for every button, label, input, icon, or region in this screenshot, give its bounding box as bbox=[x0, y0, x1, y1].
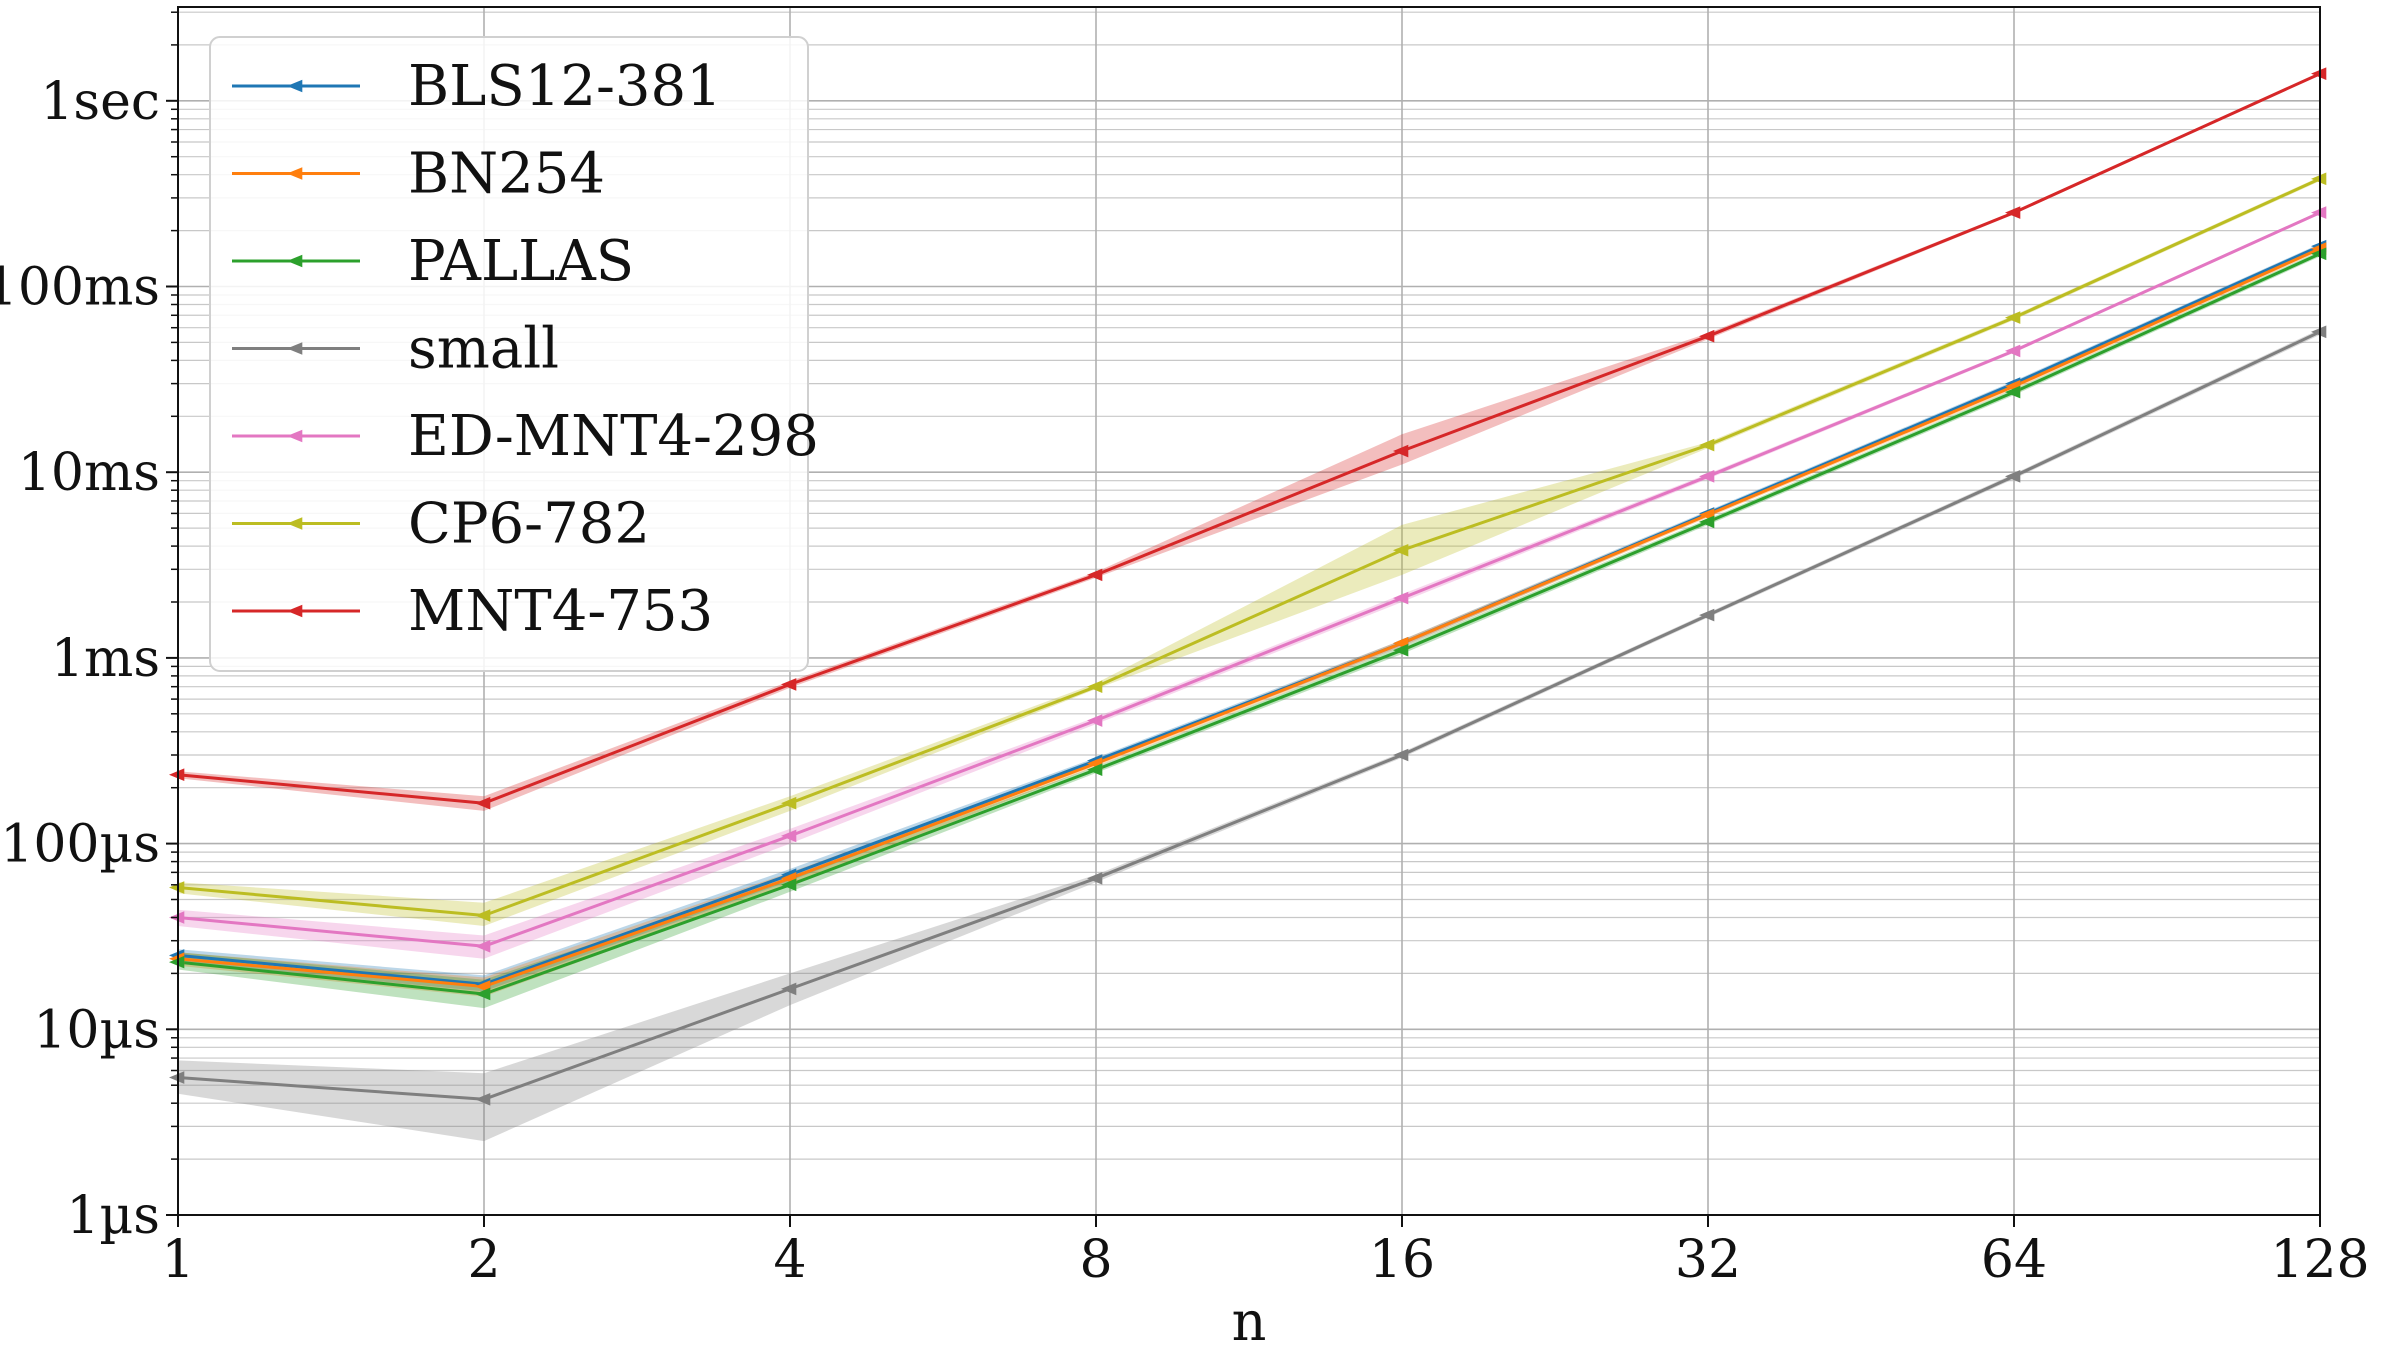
data-point bbox=[2311, 206, 2327, 219]
series-line-bn254 bbox=[177, 247, 2321, 988]
y-tick-label: 1sec bbox=[40, 72, 160, 132]
legend-marker bbox=[287, 167, 303, 180]
data-point bbox=[1087, 763, 1103, 777]
data-point bbox=[169, 1071, 185, 1084]
data-point bbox=[1699, 438, 1715, 452]
data-point bbox=[781, 678, 797, 691]
legend-marker bbox=[287, 79, 303, 93]
y-tick-label: 100µs bbox=[0, 815, 160, 875]
x-tick-label: 64 bbox=[1981, 1230, 2047, 1290]
data-point bbox=[1087, 568, 1103, 582]
data-point bbox=[169, 881, 185, 894]
data-point bbox=[2311, 67, 2327, 80]
series-line-mnt4-753 bbox=[177, 72, 2321, 805]
data-point bbox=[1393, 591, 1409, 605]
y-tick-label: 1µs bbox=[66, 1186, 160, 1246]
data-point bbox=[2005, 470, 2021, 483]
x-tick-label: 4 bbox=[773, 1230, 806, 1290]
data-point bbox=[1699, 329, 1715, 343]
x-tick-label: 32 bbox=[1675, 1230, 1741, 1290]
legend-box bbox=[209, 36, 809, 672]
y-tick-label: 1ms bbox=[51, 629, 160, 689]
data-point bbox=[169, 768, 185, 781]
y-tick-label: 10ms bbox=[18, 443, 160, 503]
y-tick-labels: 1µs 10µs 100µs 1ms 10ms 100ms 1sec bbox=[0, 72, 160, 1246]
data-point bbox=[1087, 714, 1103, 727]
legend-label: CP6-782 bbox=[408, 492, 650, 557]
data-point bbox=[2005, 206, 2021, 219]
data-point bbox=[2005, 344, 2021, 358]
y-tick-label: 10µs bbox=[33, 1000, 160, 1060]
legend-label: MNT4-753 bbox=[408, 579, 713, 644]
plot-frame bbox=[177, 6, 2321, 1216]
legend-label: PALLAS bbox=[408, 229, 634, 294]
data-point bbox=[1393, 643, 1409, 657]
minor-grid bbox=[178, 11, 2320, 1160]
data-point bbox=[781, 796, 797, 810]
x-tick-label: 1 bbox=[161, 1230, 194, 1290]
data-point bbox=[475, 796, 491, 810]
x-tick-label: 2 bbox=[467, 1230, 500, 1290]
data-point bbox=[2005, 385, 2021, 399]
y-tick-label: 100ms bbox=[0, 258, 160, 318]
data-point bbox=[1087, 872, 1103, 885]
data-point bbox=[2311, 325, 2327, 339]
data-point bbox=[169, 955, 185, 969]
data-point bbox=[2311, 247, 2327, 261]
legend-label: BLS12-381 bbox=[408, 54, 722, 119]
x-tick-label: 16 bbox=[1369, 1230, 1435, 1290]
data-point bbox=[781, 829, 797, 843]
data-point bbox=[475, 987, 491, 1001]
series-lines bbox=[177, 72, 2321, 1101]
series-line-small bbox=[177, 330, 2321, 1101]
data-point bbox=[2005, 311, 2021, 324]
legend: BLS12-381 BN254 PALLAS small ED-MNT4-298 CP6-… bbox=[209, 36, 819, 672]
data-point bbox=[475, 1092, 491, 1106]
legend-label: small bbox=[408, 317, 559, 382]
legend-marker bbox=[287, 517, 303, 530]
series-markers bbox=[169, 67, 2327, 1106]
data-point bbox=[781, 878, 797, 892]
data-point bbox=[1087, 680, 1103, 693]
legend-marker bbox=[287, 254, 303, 268]
axis-ticks bbox=[166, 11, 2321, 1227]
legend-marker bbox=[287, 342, 303, 355]
data-point bbox=[475, 939, 491, 953]
data-point bbox=[475, 909, 491, 922]
data-point bbox=[1699, 608, 1715, 622]
data-point bbox=[1699, 515, 1715, 529]
legend-label: BN254 bbox=[408, 142, 605, 207]
x-axis-title: n bbox=[1232, 1290, 1267, 1350]
legend-marker bbox=[287, 429, 303, 443]
x-tick-label: 8 bbox=[1079, 1230, 1112, 1290]
legend-marker bbox=[287, 604, 303, 618]
series-line-ed-mnt4-298 bbox=[177, 211, 2321, 948]
series-line-pallas bbox=[177, 252, 2321, 996]
data-point bbox=[1393, 543, 1409, 557]
data-point bbox=[1393, 748, 1409, 762]
x-tick-labels: 1 2 4 8 16 32 64 128 bbox=[161, 1230, 2369, 1290]
data-point bbox=[2311, 172, 2327, 186]
x-tick-label: 128 bbox=[2270, 1230, 2369, 1290]
data-point bbox=[1393, 444, 1409, 458]
series-line-cp6-782 bbox=[177, 177, 2321, 917]
data-point bbox=[1699, 470, 1715, 483]
legend-label: ED-MNT4-298 bbox=[408, 404, 819, 469]
data-point bbox=[781, 982, 797, 996]
